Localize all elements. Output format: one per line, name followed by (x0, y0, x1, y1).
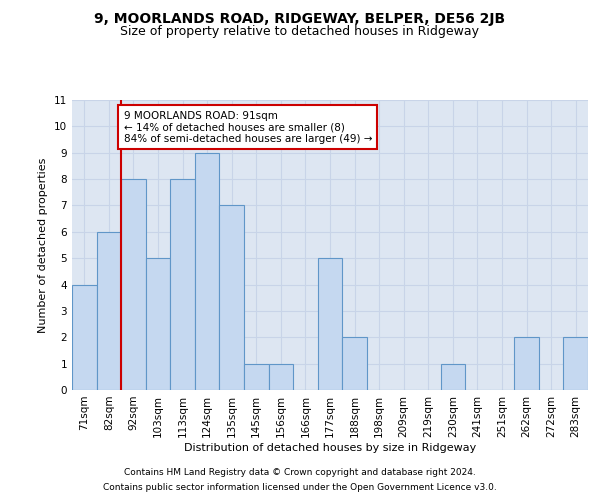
Y-axis label: Number of detached properties: Number of detached properties (38, 158, 49, 332)
Bar (244, 364, 269, 390)
Text: Size of property relative to detached houses in Ridgeway: Size of property relative to detached ho… (121, 25, 479, 38)
Bar (563, 338, 588, 390)
Text: Contains HM Land Registry data © Crown copyright and database right 2024.: Contains HM Land Registry data © Crown c… (124, 468, 476, 477)
Text: 9, MOORLANDS ROAD, RIDGEWAY, BELPER, DE56 2JB: 9, MOORLANDS ROAD, RIDGEWAY, BELPER, DE5… (94, 12, 506, 26)
Bar (342, 338, 367, 390)
Bar (318, 258, 342, 390)
Bar (146, 258, 170, 390)
Bar (269, 364, 293, 390)
Bar (440, 364, 465, 390)
Bar (97, 232, 121, 390)
Bar (195, 152, 220, 390)
Text: Contains public sector information licensed under the Open Government Licence v3: Contains public sector information licen… (103, 483, 497, 492)
Bar (72, 284, 97, 390)
X-axis label: Distribution of detached houses by size in Ridgeway: Distribution of detached houses by size … (184, 442, 476, 452)
Bar (220, 206, 244, 390)
Text: 9 MOORLANDS ROAD: 91sqm
← 14% of detached houses are smaller (8)
84% of semi-det: 9 MOORLANDS ROAD: 91sqm ← 14% of detache… (124, 110, 372, 144)
Bar (170, 179, 195, 390)
Bar (121, 179, 146, 390)
Bar (514, 338, 539, 390)
